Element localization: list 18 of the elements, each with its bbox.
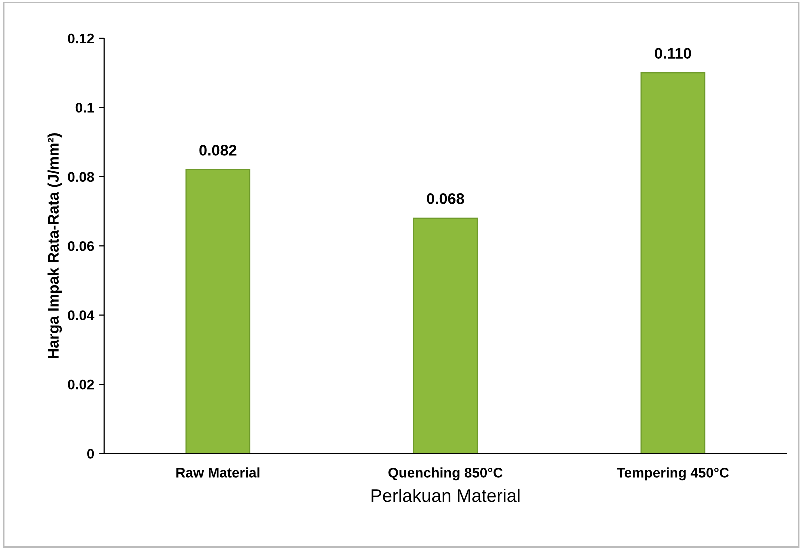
y-tick-label: 0.12 bbox=[68, 34, 94, 44]
y-axis-title: Harga Impak Rata-Rata (J/mm²) bbox=[48, 134, 62, 358]
data-label: 0.110 bbox=[655, 48, 692, 59]
bar bbox=[413, 218, 478, 454]
y-tick-label: 0.06 bbox=[68, 241, 94, 252]
bar bbox=[186, 169, 251, 454]
y-tick-label: 0.02 bbox=[68, 380, 94, 390]
y-tick-label: 0.1 bbox=[76, 103, 94, 113]
y-tick-label: 0 bbox=[87, 449, 94, 459]
x-axis-title: Perlakuan Material bbox=[372, 488, 520, 502]
x-tick-label: Quenching 850°C bbox=[388, 468, 503, 481]
x-tick-label: Raw Material bbox=[176, 468, 260, 478]
data-label: 0.068 bbox=[427, 193, 464, 204]
y-tick-label: 0.04 bbox=[68, 310, 95, 321]
y-tick-label: 0.08 bbox=[68, 172, 94, 182]
x-tick-label: Tempering 450°C bbox=[617, 468, 730, 481]
bar bbox=[640, 72, 706, 454]
data-label: 0.082 bbox=[200, 145, 237, 156]
